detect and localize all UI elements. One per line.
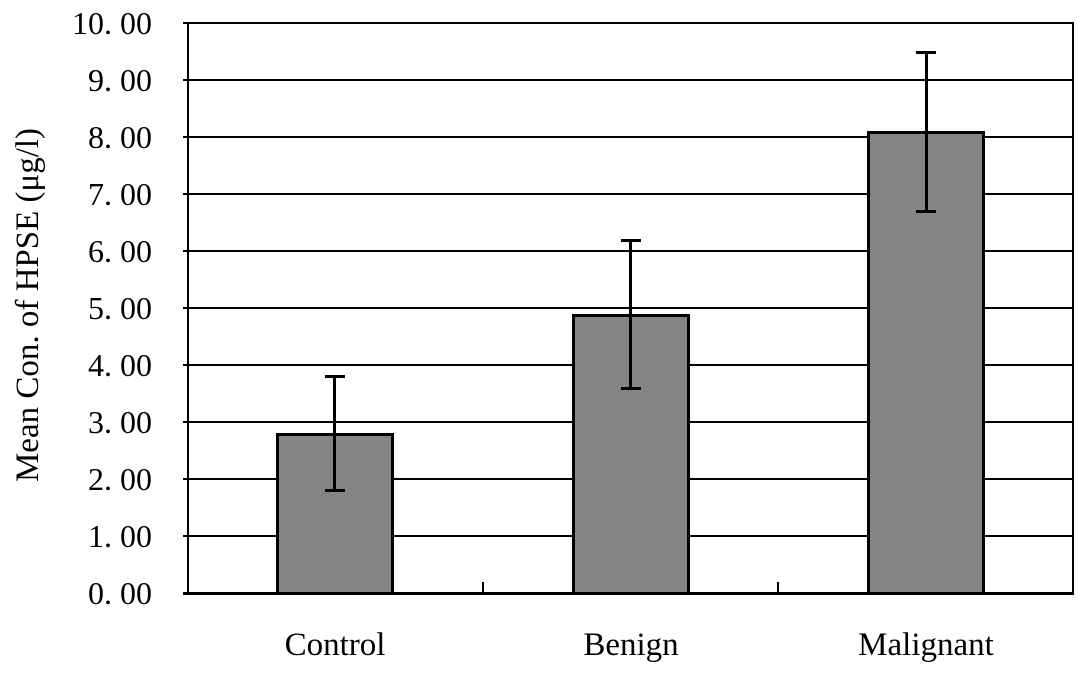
- y-tick-label: 5. 00: [88, 290, 152, 326]
- x-axis-category-tick: [777, 582, 779, 595]
- x-category-label: Control: [284, 627, 386, 663]
- error-bar-cap-bottom: [916, 210, 936, 213]
- error-bar-cap-bottom: [621, 387, 641, 390]
- y-tick-label: 3. 00: [88, 404, 152, 440]
- y-tick-label: 4. 00: [88, 347, 152, 383]
- gridline: [183, 79, 1074, 81]
- gridline: [183, 307, 1074, 309]
- gridline: [183, 136, 1074, 138]
- y-tick-label: 7. 00: [88, 176, 152, 212]
- x-category-label: Malignant: [858, 627, 994, 663]
- error-bar-line: [629, 240, 632, 388]
- y-tick-label: 2. 00: [88, 461, 152, 497]
- y-tick-label: 1. 00: [88, 518, 152, 554]
- y-tick-label: 10. 00: [72, 5, 152, 41]
- error-bar-cap-bottom: [325, 489, 345, 492]
- error-bar-line: [925, 52, 928, 212]
- gridline: [183, 250, 1074, 252]
- plot-right-border: [1072, 22, 1074, 595]
- y-tick-label: 6. 00: [88, 233, 152, 269]
- x-axis-line: [183, 592, 1074, 595]
- error-bar-cap-top: [621, 239, 641, 242]
- y-tick-label: 9. 00: [88, 62, 152, 98]
- error-bar-cap-top: [325, 375, 345, 378]
- gridline: [183, 193, 1074, 195]
- y-axis-line: [187, 22, 189, 595]
- x-category-label: Benign: [583, 627, 679, 663]
- plot-area: [183, 22, 1074, 595]
- x-axis-category-tick: [482, 582, 484, 595]
- y-tick-label: 8. 00: [88, 119, 152, 155]
- error-bar-cap-top: [916, 51, 936, 54]
- error-bar-line: [333, 376, 336, 490]
- plot-top-border: [183, 22, 1074, 24]
- y-tick-label: 0. 00: [88, 575, 152, 611]
